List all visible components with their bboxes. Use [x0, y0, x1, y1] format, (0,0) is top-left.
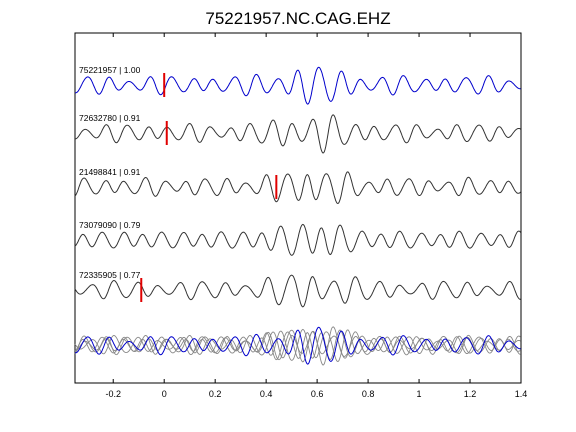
trace-label: 21498841 | 0.91: [79, 167, 141, 177]
x-tick-label: 0: [162, 389, 167, 399]
overlay-traces: [74, 326, 522, 366]
traces: [74, 66, 522, 308]
trace-line: [74, 274, 521, 308]
trace-line: [74, 171, 522, 205]
trace-label: 75221957 | 1.00: [79, 65, 141, 75]
chart-title: 75221957.NC.CAG.EHZ: [205, 9, 390, 28]
plot-area: [74, 32, 522, 384]
trace-labels: 75221957 | 1.00 72632780 | 0.91 21498841 |…: [79, 65, 141, 280]
trace-label: 72632780 | 0.91: [79, 113, 141, 123]
x-axis: -0.2 0 0.2 0.4 0.6 0.8 1 1.2 1.4: [105, 33, 527, 399]
trace-line: [74, 114, 521, 154]
x-tick-label: 1: [417, 389, 422, 399]
overlay-trace: [74, 329, 521, 363]
overlay-trace-primary: [74, 326, 521, 365]
x-tick-label: 1.2: [464, 389, 477, 399]
x-tick-label: 0.2: [209, 389, 222, 399]
trace-line: [74, 66, 521, 105]
x-tick-label: 0.4: [260, 389, 273, 399]
trace-line: [74, 223, 522, 256]
trace-label: 73079090 | 0.79: [79, 220, 141, 230]
overlay-trace: [74, 329, 522, 362]
overlay-trace: [74, 328, 522, 361]
x-tick-label: 0.6: [311, 389, 324, 399]
x-tick-label: 0.8: [362, 389, 375, 399]
x-tick-label: -0.2: [105, 389, 121, 399]
pick-markers: [140, 73, 278, 302]
trace-label: 72335905 | 0.77: [79, 270, 141, 280]
x-tick-label: 1.4: [515, 389, 528, 399]
